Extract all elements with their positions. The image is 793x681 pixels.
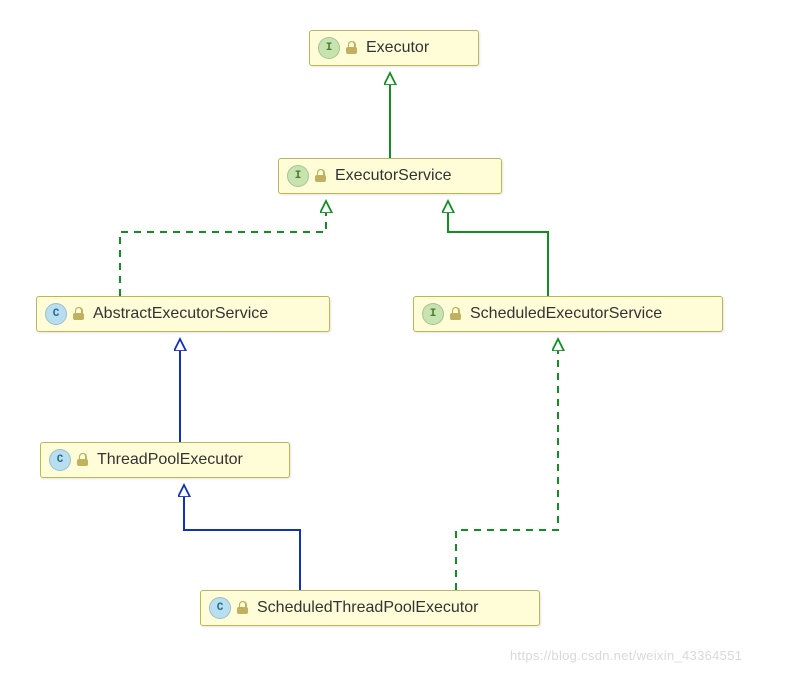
lock-icon [237,601,249,615]
interface-badge-icon: I [422,303,444,325]
lock-icon [346,41,358,55]
connector-layer [0,0,793,681]
uml-node-executor: I Executor [309,30,479,66]
class-badge-icon: C [209,597,231,619]
watermark-text: https://blog.csdn.net/weixin_43364551 [510,648,742,663]
edge-scheduledExecutorService-to-executorService [448,202,548,296]
node-label: ThreadPoolExecutor [97,451,243,469]
interface-badge-icon: I [287,165,309,187]
interface-badge-icon: I [318,37,340,59]
uml-node-threadPoolExecutor: C ThreadPoolExecutor [40,442,290,478]
edge-scheduledThreadPoolExec-to-scheduledExecutorService [456,340,558,590]
uml-node-executorService: I ExecutorService [278,158,502,194]
node-label: Executor [366,39,429,57]
lock-icon [450,307,462,321]
lock-icon [315,169,327,183]
node-label: ExecutorService [335,167,452,185]
node-label: ScheduledExecutorService [470,305,662,323]
lock-icon [73,307,85,321]
edge-abstractExecutorService-to-executorService [120,202,326,296]
class-badge-icon: C [49,449,71,471]
uml-node-scheduledThreadPoolExec: C ScheduledThreadPoolExecutor [200,590,540,626]
class-badge-icon: C [45,303,67,325]
uml-node-abstractExecutorService: C AbstractExecutorService [36,296,330,332]
node-label: AbstractExecutorService [93,305,268,323]
node-label: ScheduledThreadPoolExecutor [257,599,478,617]
edge-scheduledThreadPoolExec-to-threadPoolExecutor [184,486,300,590]
lock-icon [77,453,89,467]
uml-node-scheduledExecutorService: I ScheduledExecutorService [413,296,723,332]
